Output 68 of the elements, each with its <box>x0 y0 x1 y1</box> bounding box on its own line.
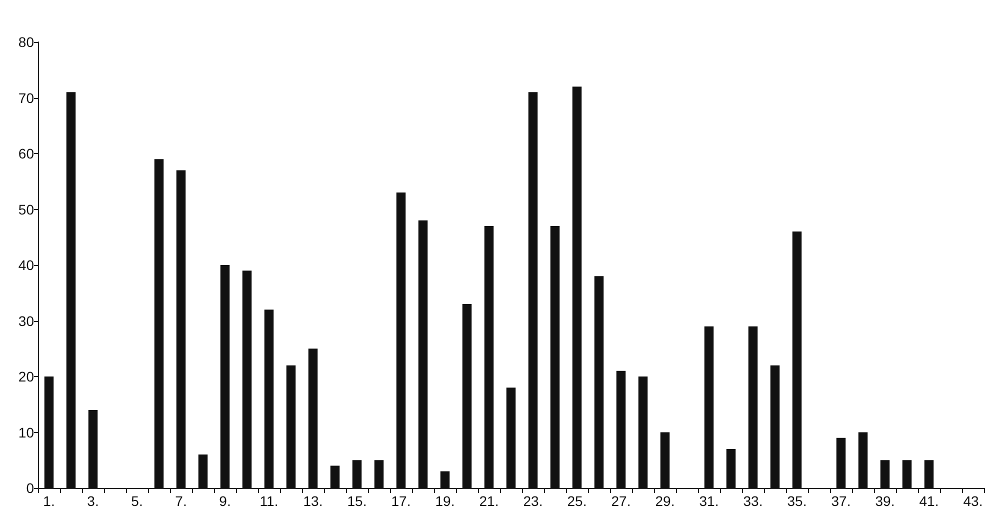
bar <box>308 348 318 488</box>
y-tick-label: 0 <box>26 480 34 496</box>
bar <box>594 276 604 488</box>
x-tick-label: 9. <box>219 493 231 509</box>
y-tick-label: 20 <box>18 368 34 384</box>
x-tick-label: 39. <box>875 493 895 509</box>
x-tick-label: 11. <box>260 493 278 509</box>
y-tick-label: 70 <box>18 90 34 106</box>
bar <box>418 220 428 488</box>
x-tick-label: 19. <box>435 493 455 509</box>
bar <box>88 410 98 488</box>
bar <box>506 388 516 488</box>
x-tick-label: 1. <box>43 493 55 509</box>
bar <box>638 376 648 488</box>
y-tick-label: 50 <box>18 201 34 218</box>
x-tick-label: 25. <box>567 493 587 509</box>
y-tick-label: 10 <box>18 424 34 440</box>
bar <box>440 471 450 488</box>
bar <box>44 376 54 488</box>
bar <box>154 159 164 488</box>
x-tick-label: 35. <box>787 493 807 509</box>
bar <box>660 432 670 488</box>
bar <box>462 304 472 488</box>
x-tick-label: 41. <box>919 493 939 509</box>
bar <box>550 226 560 488</box>
bar <box>792 232 802 488</box>
x-tick-label: 27. <box>611 493 631 509</box>
y-tick-label: 60 <box>18 146 34 162</box>
bar <box>528 92 538 488</box>
bar <box>286 365 296 488</box>
x-tick-label: 13. <box>303 493 323 509</box>
x-tick-label: 7. <box>175 493 187 509</box>
x-tick-label: 43. <box>963 493 983 509</box>
bar <box>726 448 736 488</box>
bar <box>66 92 76 488</box>
bar <box>858 432 868 488</box>
y-tick-label: 30 <box>18 312 34 329</box>
bar <box>220 265 230 488</box>
bar <box>924 460 934 488</box>
bar <box>352 460 362 488</box>
bar <box>374 460 384 488</box>
x-tick-label: 23. <box>523 493 543 509</box>
x-tick-label: 15. <box>347 493 367 509</box>
bar <box>704 326 714 488</box>
bar <box>198 454 208 488</box>
bar <box>748 326 758 488</box>
bar <box>836 438 846 488</box>
bar <box>330 466 340 488</box>
x-tick-label: 21. <box>479 493 499 509</box>
bar <box>264 310 274 488</box>
x-tick-label: 31. <box>699 493 719 509</box>
bar <box>176 170 186 488</box>
bar <box>242 270 252 488</box>
bar <box>770 365 780 488</box>
y-tick-label: 40 <box>18 257 34 273</box>
bar <box>572 86 582 488</box>
y-tick-label: 80 <box>18 34 34 50</box>
bar <box>616 370 626 488</box>
x-tick-label: 3. <box>87 493 99 509</box>
x-tick-label: 37. <box>831 493 851 509</box>
bar <box>902 460 912 488</box>
bar <box>484 226 494 488</box>
x-tick-label: 33. <box>743 493 763 509</box>
x-tick-label: 17. <box>391 493 411 509</box>
bar <box>880 460 890 488</box>
bar <box>396 192 406 488</box>
x-tick-label: 5. <box>131 493 143 509</box>
x-tick-label: 29. <box>655 493 675 509</box>
